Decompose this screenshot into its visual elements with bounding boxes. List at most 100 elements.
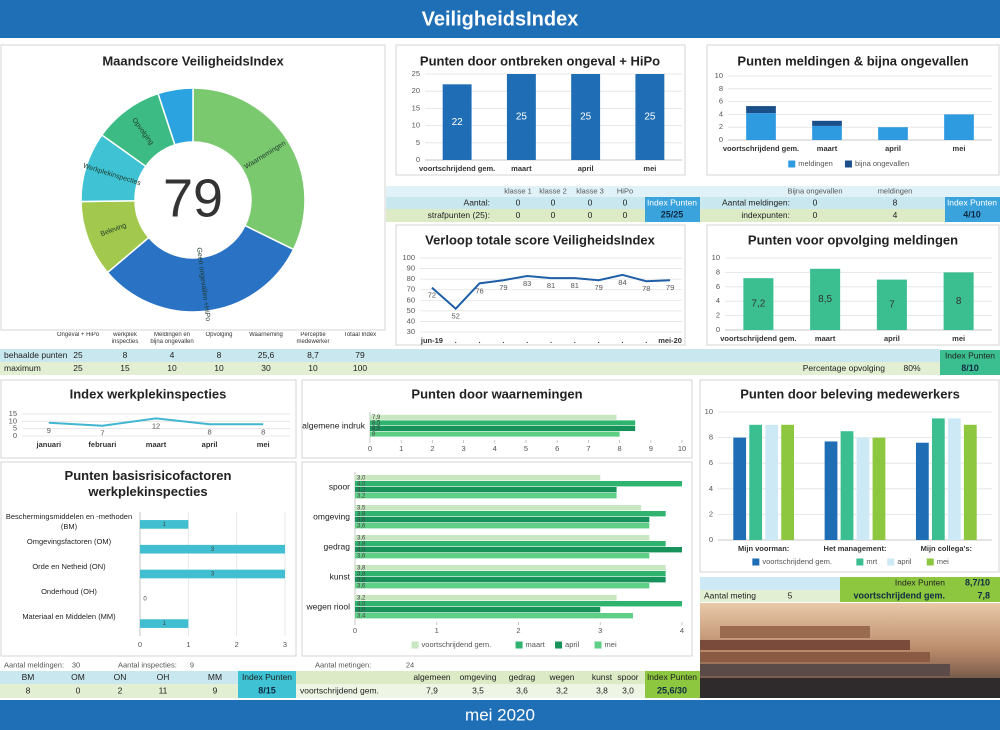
table-cell: 0 [813, 197, 818, 207]
chart-title: Maandscore VeiligheidsIndex [102, 53, 284, 68]
data-label: 3,8 [357, 565, 366, 571]
index-label: Index Punten [947, 197, 997, 207]
data-label: 3,4 [357, 613, 366, 619]
y-tick-label: wegen riool [306, 601, 351, 611]
data-label: 3,2 [357, 595, 366, 601]
line [431, 273, 671, 311]
bar [370, 426, 636, 432]
table-header: kunst [592, 672, 613, 682]
table-header: ON [114, 672, 127, 682]
x-tick-label: voortschrijdend gem. [419, 164, 495, 173]
x-tick-label: . [455, 336, 457, 345]
data-label: 78 [642, 284, 650, 293]
data-label: 8 [208, 427, 212, 436]
y-tick-label: 60 [407, 295, 415, 304]
data-label: 3,8 [357, 577, 366, 583]
chart-title: Punten door beleving medewerkers [740, 386, 960, 401]
table-band [700, 577, 840, 590]
y-tick-label-text: Onderhoud (OH) [41, 586, 97, 596]
x-tick-label: 2 [516, 626, 520, 635]
legend-label: bijna ongevallen [855, 159, 909, 168]
bar [947, 418, 961, 540]
data-label: 3,6 [357, 535, 366, 541]
x-tick-label: Mijn voorman: [738, 544, 789, 553]
table-header-text: Meldingen en bijna ongevallen [150, 332, 194, 345]
data-label: 8,5 [372, 420, 381, 426]
legend-label: mrt [866, 557, 878, 566]
table-header: gedrag [509, 672, 536, 682]
data-label: 76 [475, 286, 483, 295]
y-tick-label: 50 [407, 306, 415, 315]
x-tick-label: maart [817, 144, 838, 153]
x-tick-label: april [202, 440, 218, 449]
chart-title: Punten door waarnemingen [411, 386, 582, 401]
bar [355, 517, 650, 523]
table-cell: 7,9 [426, 685, 438, 695]
line [48, 417, 264, 427]
table-cell: 0 [516, 197, 521, 207]
bar [355, 565, 666, 571]
table-header: Meldingen en bijna ongevallen [150, 332, 194, 345]
panel [395, 224, 686, 346]
table-header-text: Opvolging [205, 332, 233, 338]
x-tick-label: 3 [462, 444, 466, 453]
row-label: Aantal meldingen: [722, 197, 790, 207]
chart-title: Punten door ontbreken ongeval + HiPo [420, 53, 660, 68]
legend-label: april [565, 640, 580, 649]
data-label: 8,5 [818, 294, 832, 305]
index-box [645, 671, 700, 698]
x-tick-label: 1 [399, 444, 403, 453]
table-band [0, 362, 386, 375]
bar-segment [812, 120, 842, 126]
bar [872, 437, 886, 540]
x-tick-label: maart [815, 334, 836, 343]
table-header: wegen [548, 672, 574, 682]
table-cell: 3,2 [556, 685, 568, 695]
y-tick-label: 4 [716, 296, 720, 305]
bar [355, 523, 650, 529]
data-label: 3,0 [357, 607, 366, 613]
x-tick-label: februari [88, 440, 116, 449]
table-header: MM [208, 672, 222, 682]
data-label: 25 [516, 112, 528, 123]
row-label: indexpunten: [741, 210, 790, 220]
y-tick-label-text: Beschermingsmiddelen en -methoden (BM) [5, 512, 133, 532]
bar [355, 541, 666, 547]
row-label: Aantal meldingen: [4, 660, 64, 669]
data-label: 8 [261, 427, 265, 436]
y-tick-label: 0 [13, 431, 17, 440]
data-label: 3,6 [357, 523, 366, 529]
y-tick-label: 100 [402, 253, 415, 262]
donut-segment [106, 224, 295, 313]
y-tick-label: kunst [330, 571, 351, 581]
bar [355, 553, 650, 559]
table-cell: 10 [167, 363, 177, 373]
table-cell: 0 [623, 210, 628, 220]
table-cell: 25,6 [258, 350, 275, 360]
period: mei 2020 [465, 705, 535, 724]
x-tick-label: . [621, 336, 623, 345]
data-label: 25 [580, 112, 592, 123]
y-tick-label: 10 [715, 71, 723, 80]
page-title: VeiligheidsIndex [422, 8, 579, 30]
y-tick-label: 2 [716, 311, 720, 320]
center-label: 79 [163, 168, 223, 228]
data-label: 3,5 [357, 505, 366, 511]
x-tick-label: maart [511, 164, 532, 173]
bar [355, 535, 650, 541]
table-header: Totaal Index [344, 332, 376, 338]
table-cell: 2 [118, 685, 123, 695]
x-tick-label: . [598, 336, 600, 345]
y-tick-label: 8 [719, 84, 723, 93]
y-tick-label: 8 [716, 267, 720, 276]
table-cell: 80% [903, 363, 920, 373]
table-header-text: werkplek inspecties [111, 332, 139, 345]
x-tick-label: 7 [586, 444, 590, 453]
data-label: 8 [372, 432, 376, 438]
y-tick-label: 0 [416, 155, 420, 164]
data-label: 7,9 [372, 415, 381, 421]
table-cell: 24 [406, 660, 414, 669]
data-label: 52 [452, 312, 460, 321]
table-cell: 0 [588, 197, 593, 207]
bar [856, 437, 870, 540]
